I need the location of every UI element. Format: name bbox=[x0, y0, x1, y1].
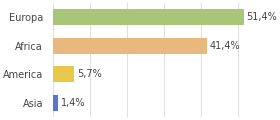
Bar bbox=[53, 66, 74, 82]
Text: 41,4%: 41,4% bbox=[209, 41, 240, 51]
Bar bbox=[53, 9, 244, 25]
Bar bbox=[53, 38, 207, 54]
Text: 5,7%: 5,7% bbox=[77, 69, 102, 79]
Bar bbox=[53, 95, 58, 111]
Text: 51,4%: 51,4% bbox=[247, 12, 277, 22]
Text: 1,4%: 1,4% bbox=[61, 98, 85, 108]
